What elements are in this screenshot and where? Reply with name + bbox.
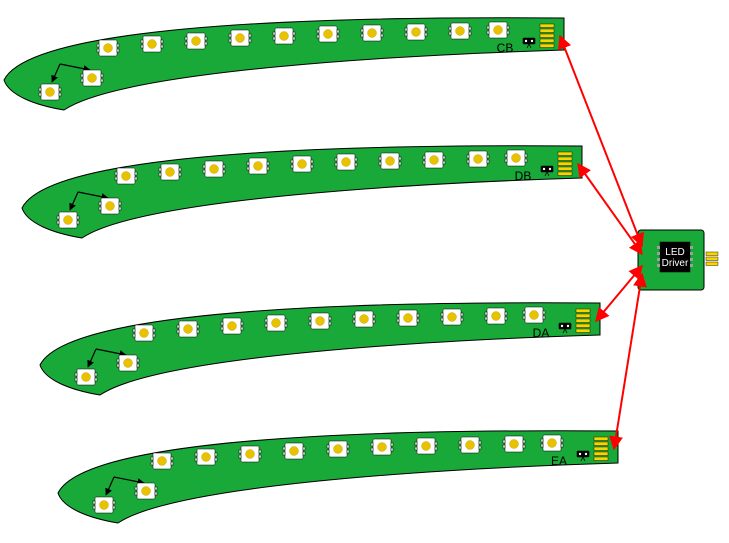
led — [327, 441, 349, 457]
led — [505, 150, 527, 166]
led — [487, 22, 509, 38]
strip-label: DA — [533, 326, 550, 340]
led — [117, 355, 139, 371]
led — [459, 437, 481, 453]
led — [541, 435, 563, 451]
led — [265, 315, 287, 331]
led — [99, 198, 121, 214]
led — [203, 161, 225, 177]
led — [115, 168, 137, 184]
led — [415, 438, 437, 454]
strip-label: CB — [497, 41, 514, 55]
led-strip-da: DA — [40, 303, 600, 395]
led — [93, 497, 115, 513]
led — [39, 84, 61, 100]
led — [523, 307, 545, 323]
led — [335, 154, 357, 170]
led — [353, 311, 375, 327]
led-strip-db: DB — [22, 146, 582, 238]
led — [317, 26, 339, 42]
edge-connector — [558, 152, 572, 176]
edge-connector — [594, 437, 608, 461]
edge-connector — [540, 24, 554, 48]
led — [135, 483, 157, 499]
chip-label: Driver — [662, 258, 689, 269]
led — [185, 33, 207, 49]
led — [57, 212, 79, 228]
led — [75, 369, 97, 385]
led — [283, 443, 305, 459]
led — [291, 156, 313, 172]
led — [371, 439, 393, 455]
led — [151, 453, 173, 469]
led-strip-ea: EA — [58, 431, 618, 523]
strip-label: DB — [515, 169, 532, 183]
driver-board: LEDDriver — [638, 230, 718, 290]
led — [133, 325, 155, 341]
led — [221, 318, 243, 334]
led — [309, 313, 331, 329]
led — [503, 436, 525, 452]
led — [273, 28, 295, 44]
led — [159, 164, 181, 180]
led — [141, 36, 163, 52]
led — [239, 446, 261, 462]
edge-connector — [576, 309, 590, 333]
led — [405, 24, 427, 40]
led — [81, 70, 103, 86]
led — [467, 151, 489, 167]
connection-arrow — [560, 36, 642, 246]
strip-label: EA — [551, 454, 567, 468]
led — [485, 308, 507, 324]
led — [361, 25, 383, 41]
connection-arrow — [614, 274, 642, 449]
led — [97, 40, 119, 56]
led — [449, 23, 471, 39]
led — [397, 310, 419, 326]
led — [379, 153, 401, 169]
led — [423, 152, 445, 168]
led — [441, 309, 463, 325]
chip-label: LED — [665, 247, 684, 258]
led — [229, 30, 251, 46]
led-strip-cb: CB — [4, 18, 564, 110]
led — [195, 449, 217, 465]
connection-arrow — [578, 164, 642, 254]
led — [247, 158, 269, 174]
led — [177, 321, 199, 337]
